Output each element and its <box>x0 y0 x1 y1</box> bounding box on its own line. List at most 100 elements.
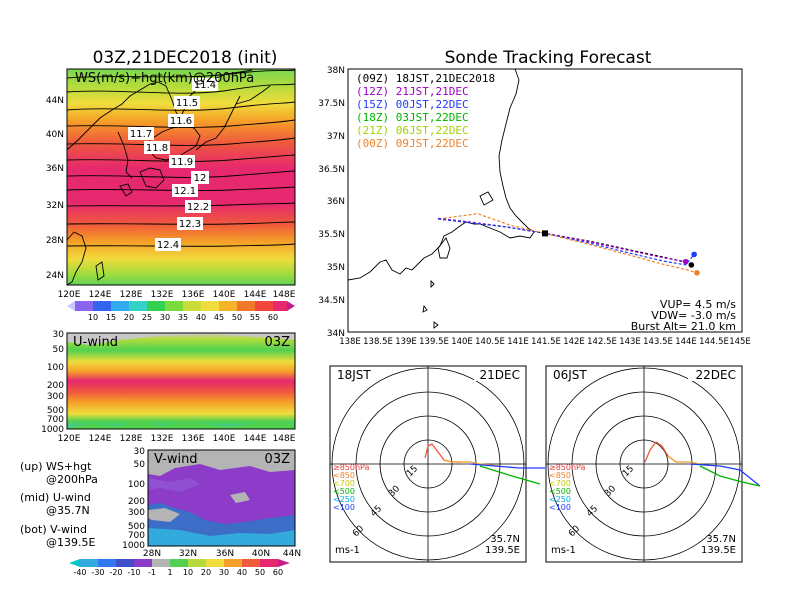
hodo-unit: ms-1 <box>335 545 360 556</box>
colorbar-tick: 60 <box>268 313 278 322</box>
hodo-time: 06JST <box>553 368 587 382</box>
vup-text: VUP= 4.5 m/s <box>660 298 736 311</box>
colorbar-tick: 25 <box>142 313 152 322</box>
level-label: <100 <box>333 503 355 512</box>
lat-tick: 40N <box>252 549 270 559</box>
contour-label: 11.4 <box>194 80 216 91</box>
lon-tick: 128E <box>120 434 143 444</box>
tracking-legend: (09Z) 18JST,21DEC2018 (12Z) 21JST,21DEC … <box>356 72 495 150</box>
tracking-title: Sonde Tracking Forecast <box>445 48 652 68</box>
hodo-lon: 139.5E <box>485 545 520 556</box>
hodograph-2: 06JST 22DEC 15 30 45 60 ≥850hPa <850 <70… <box>545 365 761 563</box>
track-line <box>438 218 695 266</box>
colorbar-tick: -20 <box>109 568 122 577</box>
level-label: <850 <box>549 471 571 480</box>
p-tick: 100 <box>47 363 64 373</box>
colorbar-tick: 30 <box>160 313 170 322</box>
lon-tick: 144E <box>675 337 697 347</box>
colorbar-tick: 45 <box>214 313 224 322</box>
lon-tick: 138E <box>339 337 361 347</box>
p-tick: 50 <box>134 460 146 470</box>
lon-tick: 140.5E <box>475 337 505 347</box>
note-line: @200hPa <box>46 473 98 486</box>
vwind-p-ticks: 30 50 100 200 300 500 700 1000 <box>122 447 145 551</box>
hodo-time: 18JST <box>337 368 371 382</box>
lat-tick: 35.5N <box>318 230 345 240</box>
p-tick: 100 <box>128 480 145 490</box>
track-line <box>443 213 698 274</box>
vwind-label: V-wind <box>154 452 198 467</box>
p-tick: 500 <box>47 406 64 416</box>
lon-tick: 120E <box>58 290 81 300</box>
lon-tick: 136E <box>182 290 205 300</box>
track-legend-entry: (09Z) 18JST,21DEC2018 <box>356 72 495 85</box>
tracking-map <box>347 68 743 333</box>
level-label: <250 <box>333 495 355 504</box>
burst-text: Burst Alt= 21.0 km <box>631 320 736 333</box>
lon-tick: 142E <box>563 337 585 347</box>
lon-tick: 145E <box>729 337 751 347</box>
level-label: <700 <box>549 479 571 488</box>
contour-label: 11.7 <box>130 129 152 140</box>
colorbar-tick: 30 <box>219 568 229 577</box>
landing-point <box>691 251 697 258</box>
colorbar-tick: -30 <box>91 568 104 577</box>
track-legend-entry: (21Z) 06JST,22DEC <box>356 124 469 137</box>
track-legend-entry: (00Z) 09JST,22DEC <box>356 137 469 150</box>
lon-tick: 143E <box>619 337 641 347</box>
hodo-date: 21DEC <box>480 368 520 382</box>
contour-label: 12.4 <box>157 240 179 251</box>
note-line: (up) WS+hgt <box>20 460 92 473</box>
lon-tick: 139E <box>395 337 417 347</box>
vwind-colorbar <box>69 559 290 567</box>
lon-tick: 144E <box>244 434 267 444</box>
lon-tick: 132E <box>151 290 174 300</box>
uwind-lon-ticks: 120E 124E 128E 132E 136E 140E 144E 148E <box>58 434 296 444</box>
colorbar-tick: 15 <box>106 313 116 322</box>
lon-tick: 120E <box>58 434 81 444</box>
lon-tick: 148E <box>273 290 296 300</box>
level-label: <500 <box>549 487 571 496</box>
hodo-lat: 35.7N <box>490 534 520 545</box>
level-label: <100 <box>549 503 571 512</box>
colorbar-tick: -40 <box>73 568 86 577</box>
lon-tick: 148E <box>273 434 296 444</box>
track-legend-entry: (18Z) 03JST,22DEC <box>356 111 469 124</box>
lat-tick: 34N <box>327 329 345 339</box>
landing-point <box>694 270 700 276</box>
landing-point <box>688 262 695 268</box>
track-legend-entry: (15Z) 00JST,22DEC <box>356 98 469 111</box>
lat-tick: 36N <box>46 164 64 174</box>
p-tick: 30 <box>53 330 65 340</box>
vdw-text: VDW= -3.0 m/s <box>651 309 736 322</box>
lat-tick: 37.5N <box>318 99 345 109</box>
colorbar-tick: 10 <box>183 568 193 577</box>
p-tick: 1000 <box>41 425 64 435</box>
contour-label: 11.5 <box>176 98 198 109</box>
lon-tick: 128E <box>120 290 143 300</box>
ws-colorbar-labels: 10 15 20 25 30 35 40 45 50 55 60 <box>88 313 278 322</box>
lat-tick: 44N <box>283 549 301 559</box>
lon-tick: 138.5E <box>363 337 393 347</box>
lat-tick: 28N <box>46 236 64 246</box>
note-line: (mid) U-wind <box>20 491 91 504</box>
ws-map: 11.4 11.5 11.6 11.7 11.8 11.9 12 12.1 12… <box>66 68 296 286</box>
level-label: <500 <box>333 487 355 496</box>
contour-label: 11.9 <box>171 157 193 168</box>
lon-tick: 140E <box>213 290 236 300</box>
tracking-params: VUP= 4.5 m/s VDW= -3.0 m/s Burst Alt= 21… <box>631 298 737 333</box>
landing-point <box>682 258 689 265</box>
uwind-panel: U-wind 03Z <box>66 332 296 430</box>
colorbar-tick: 20 <box>124 313 134 322</box>
note-line: @35.7N <box>46 504 90 517</box>
colorbar-tick: -10 <box>127 568 140 577</box>
lon-tick: 139.5E <box>419 337 449 347</box>
vwind-lat-ticks: 28N 32N 36N 40N 44N <box>143 549 301 559</box>
lon-tick: 124E <box>89 434 112 444</box>
lon-tick: 141.5E <box>531 337 561 347</box>
lon-tick: 136E <box>182 434 205 444</box>
lon-tick: 132E <box>151 434 174 444</box>
left-map-lat-ticks: 44N 40N 36N 32N 28N 24N <box>46 96 64 281</box>
hodo-unit: ms-1 <box>551 545 576 556</box>
p-tick: 700 <box>128 531 145 541</box>
